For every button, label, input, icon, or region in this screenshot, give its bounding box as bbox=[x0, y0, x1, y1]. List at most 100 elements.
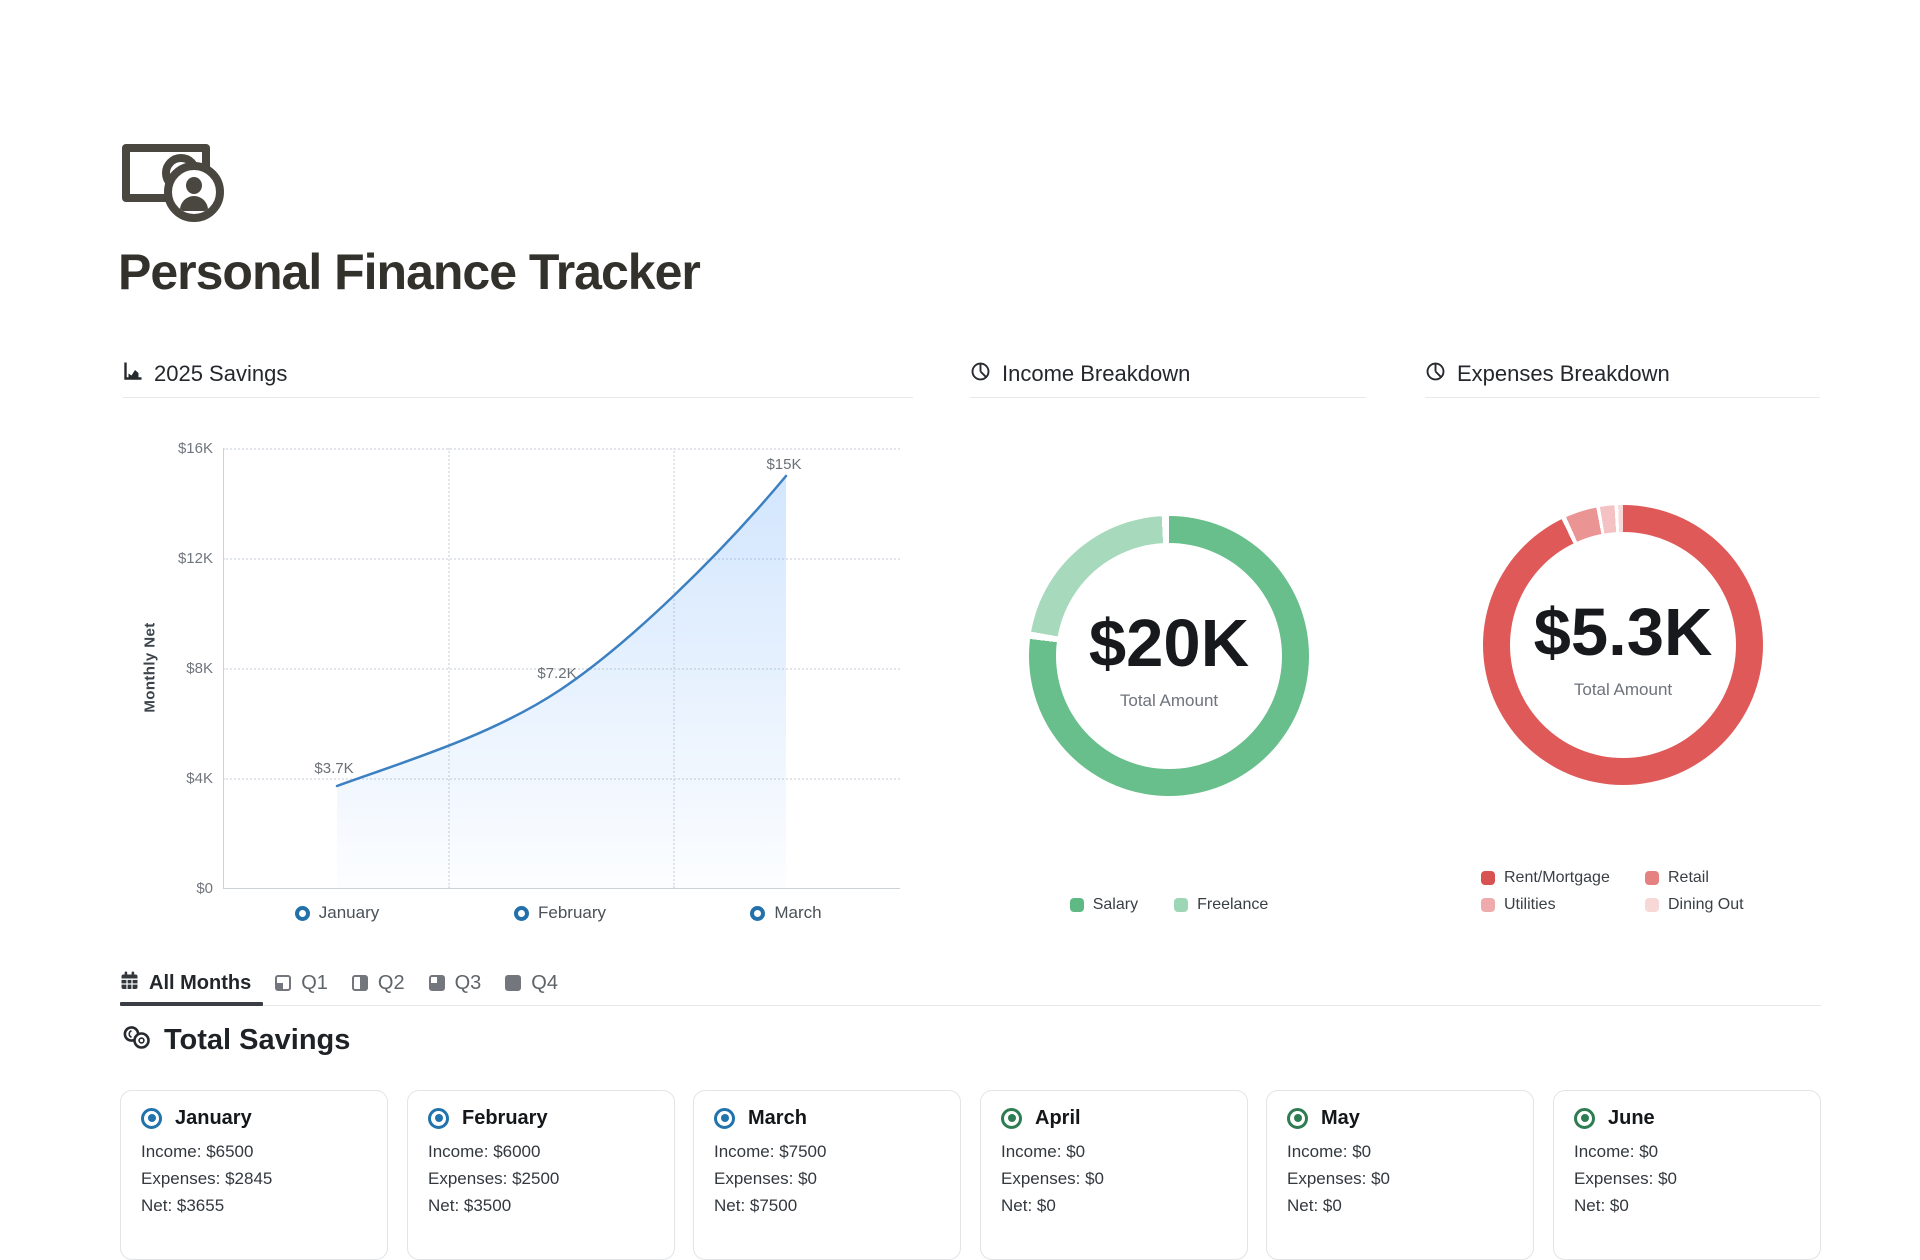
legend-item-dining: Dining Out bbox=[1645, 896, 1805, 914]
card-header: February bbox=[428, 1106, 654, 1130]
card-income: Income: $7500 bbox=[714, 1142, 827, 1161]
quarter-2-icon bbox=[351, 975, 368, 991]
card-net: Net: $0 bbox=[1287, 1196, 1342, 1215]
card-header: January bbox=[141, 1106, 367, 1130]
target-dot-icon bbox=[1287, 1107, 1308, 1129]
point-label-march: $15K bbox=[766, 456, 802, 473]
card-income: Income: $6000 bbox=[428, 1142, 541, 1161]
pie-chart-icon bbox=[970, 361, 991, 387]
card-header: May bbox=[1287, 1106, 1513, 1130]
card-month: May bbox=[1321, 1106, 1360, 1129]
tab-label: All Months bbox=[149, 971, 252, 994]
month-card-april[interactable]: April Income: $0 Expenses: $0 Net: $0 bbox=[980, 1090, 1248, 1260]
area-fill bbox=[337, 476, 786, 888]
income-total: $20K bbox=[1088, 606, 1250, 681]
coin-person-body bbox=[180, 196, 208, 211]
savings-line-chart bbox=[335, 474, 788, 888]
y-tick: $12K bbox=[177, 550, 213, 567]
dining-swatch-icon bbox=[1645, 898, 1659, 912]
income-total-label: Total Amount bbox=[1119, 691, 1219, 710]
card-header: June bbox=[1574, 1106, 1800, 1130]
card-month: June bbox=[1608, 1106, 1655, 1129]
period-tabs: All Months Q1 Q2 Q3 Q4 bbox=[120, 966, 558, 1000]
card-income: Income: $0 bbox=[1574, 1142, 1659, 1161]
expenses-donut-chart: $5.3K Total Amount bbox=[1483, 505, 1763, 785]
retail-swatch-icon bbox=[1645, 871, 1659, 885]
card-header: April bbox=[1001, 1106, 1227, 1130]
y-tick: $16K bbox=[177, 440, 213, 457]
salary-swatch-icon bbox=[1069, 898, 1084, 912]
tab-label: Q2 bbox=[377, 971, 405, 994]
expenses-total-label: Total Amount bbox=[1573, 680, 1673, 699]
gridline bbox=[223, 558, 900, 560]
card-net: Net: $3500 bbox=[428, 1196, 512, 1215]
card-net: Net: $3655 bbox=[141, 1196, 225, 1215]
card-header: March bbox=[714, 1106, 940, 1130]
month-card-may[interactable]: May Income: $0 Expenses: $0 Net: $0 bbox=[1266, 1090, 1534, 1260]
legend-item-retail: Retail bbox=[1645, 869, 1805, 887]
expenses-legend: Rent/Mortgage Retail Utilities Dining Ou… bbox=[1481, 869, 1805, 914]
y-axis-line bbox=[223, 448, 224, 889]
savings-section-header: 2025 Savings bbox=[123, 358, 913, 398]
legend-label: Retail bbox=[1668, 869, 1709, 886]
total-savings-header: Total Savings bbox=[122, 1024, 350, 1057]
point-marker-icon bbox=[294, 905, 310, 921]
x-axis-item-january: January bbox=[267, 902, 407, 924]
page-title: Personal Finance Tracker bbox=[118, 244, 701, 300]
card-net: Net: $0 bbox=[1001, 1196, 1056, 1215]
month-card-january[interactable]: January Income: $6500 Expenses: $2845 Ne… bbox=[120, 1090, 388, 1260]
x-axis-label: January bbox=[318, 903, 380, 922]
gridline bbox=[223, 668, 900, 670]
point-label-february: $7.2K bbox=[537, 665, 577, 682]
coin-shape bbox=[164, 162, 224, 222]
tabs-divider bbox=[120, 1005, 1821, 1006]
y-tick: $0 bbox=[196, 880, 213, 897]
card-income: Income: $0 bbox=[1001, 1142, 1086, 1161]
month-card-march[interactable]: March Income: $7500 Expenses: $0 Net: $7… bbox=[693, 1090, 961, 1260]
money-with-coin-icon[interactable] bbox=[122, 138, 252, 230]
target-dot-icon bbox=[714, 1107, 735, 1129]
income-section-title: Income Breakdown bbox=[1002, 360, 1191, 386]
card-net: Net: $7500 bbox=[714, 1196, 798, 1215]
coins-icon bbox=[122, 1025, 152, 1056]
point-label-january: $3.7K bbox=[314, 760, 354, 777]
month-card-february[interactable]: February Income: $6000 Expenses: $2500 N… bbox=[407, 1090, 675, 1260]
total-savings-title: Total Savings bbox=[164, 1024, 351, 1056]
point-marker-icon bbox=[750, 905, 766, 921]
calendar-icon bbox=[120, 971, 139, 995]
target-dot-icon bbox=[1001, 1107, 1022, 1129]
tab-all-months[interactable]: All Months bbox=[120, 971, 251, 995]
x-axis-line bbox=[223, 888, 900, 889]
month-card-june[interactable]: June Income: $0 Expenses: $0 Net: $0 bbox=[1553, 1090, 1821, 1260]
tab-q3[interactable]: Q3 bbox=[428, 972, 481, 995]
utilities-swatch-icon bbox=[1481, 898, 1495, 912]
point-marker-icon bbox=[513, 905, 529, 921]
gridline bbox=[448, 448, 450, 888]
card-expenses: Expenses: $0 bbox=[1574, 1169, 1678, 1188]
tab-label: Q1 bbox=[301, 971, 328, 994]
personal-finance-tracker-page: Personal Finance Tracker 2025 Savings In… bbox=[118, 138, 1821, 1260]
target-dot-icon bbox=[141, 1107, 162, 1129]
card-net: Net: $0 bbox=[1574, 1196, 1629, 1215]
quarter-3-icon bbox=[428, 975, 445, 991]
tab-q2[interactable]: Q2 bbox=[351, 971, 405, 995]
legend-label: Rent/Mortgage bbox=[1504, 869, 1610, 886]
legend-label: Utilities bbox=[1504, 896, 1556, 913]
income-legend: Salary Freelance bbox=[1029, 896, 1309, 914]
card-month: January bbox=[175, 1106, 252, 1129]
card-expenses: Expenses: $0 bbox=[1287, 1169, 1391, 1188]
coin-person-head bbox=[186, 177, 202, 194]
y-tick: $4K bbox=[186, 770, 213, 787]
gridline bbox=[223, 448, 900, 450]
card-expenses: Expenses: $0 bbox=[714, 1169, 818, 1188]
freelance-swatch-icon bbox=[1174, 898, 1189, 912]
income-section-header: Income Breakdown bbox=[970, 358, 1366, 398]
legend-item-rent: Rent/Mortgage bbox=[1481, 869, 1645, 887]
expenses-section-title: Expenses Breakdown bbox=[1457, 360, 1670, 386]
legend-label: Dining Out bbox=[1668, 896, 1744, 913]
card-month: February bbox=[462, 1106, 548, 1129]
rent-swatch-icon bbox=[1481, 871, 1495, 885]
tab-q1[interactable]: Q1 bbox=[275, 972, 328, 995]
tab-q4[interactable]: Q4 bbox=[505, 972, 558, 995]
card-month: April bbox=[1035, 1106, 1081, 1129]
